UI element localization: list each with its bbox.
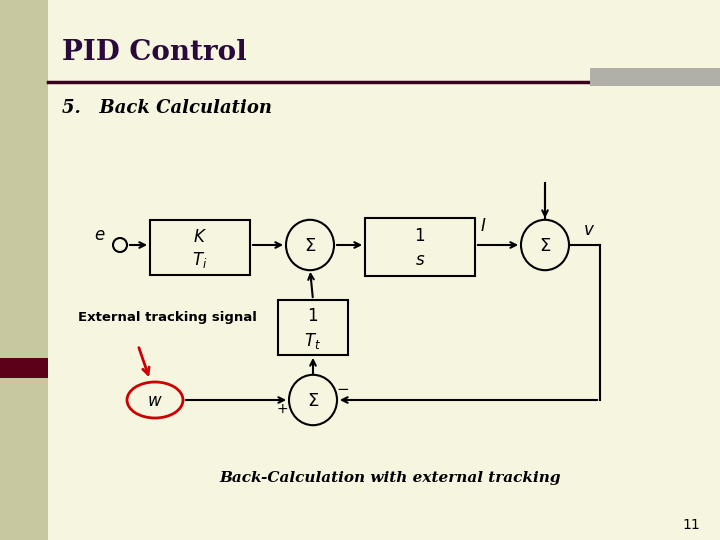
Bar — [0, 0, 48, 540]
Bar — [590, 68, 720, 86]
Text: PID Control: PID Control — [62, 38, 247, 65]
Bar — [278, 300, 348, 355]
Text: −: − — [337, 382, 349, 397]
Text: Back-Calculation with external tracking: Back-Calculation with external tracking — [220, 471, 561, 485]
Text: $K$: $K$ — [193, 229, 207, 246]
Text: $w$: $w$ — [147, 394, 163, 410]
Bar — [150, 220, 250, 275]
Text: $\Sigma$: $\Sigma$ — [539, 237, 551, 255]
Text: 5.   Back Calculation: 5. Back Calculation — [62, 99, 272, 117]
Text: 11: 11 — [683, 518, 700, 532]
Ellipse shape — [521, 220, 569, 270]
Text: $1$: $1$ — [415, 228, 426, 245]
Text: $T_i$: $T_i$ — [192, 250, 207, 270]
Ellipse shape — [286, 220, 334, 270]
Text: $\Sigma$: $\Sigma$ — [304, 237, 316, 255]
Text: External tracking signal: External tracking signal — [78, 312, 257, 325]
Text: $s$: $s$ — [415, 252, 425, 269]
Bar — [0, 358, 48, 378]
Bar — [365, 218, 475, 276]
Text: $T_t$: $T_t$ — [305, 330, 322, 350]
Text: $I$: $I$ — [480, 218, 487, 235]
Text: $v$: $v$ — [583, 222, 595, 239]
Ellipse shape — [289, 375, 337, 425]
Text: $1$: $1$ — [307, 308, 318, 325]
Text: $\Sigma$: $\Sigma$ — [307, 392, 319, 410]
Text: $e$: $e$ — [94, 226, 106, 244]
Text: +: + — [276, 402, 288, 416]
